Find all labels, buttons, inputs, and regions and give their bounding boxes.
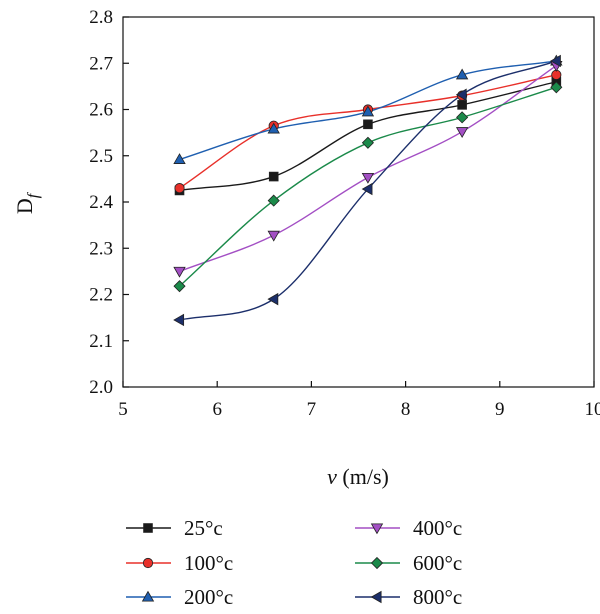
- data-point-s4-3: [456, 111, 469, 124]
- x-tick-label: 10: [585, 399, 600, 420]
- data-point-s0-2: [363, 119, 373, 130]
- y-tick-label: 2.1: [89, 331, 113, 352]
- y-tick-label: 2.0: [89, 377, 113, 398]
- x-tick-label: 6: [212, 399, 222, 420]
- legend-item-4: 600°c: [355, 551, 462, 575]
- legend-item-1: 100°c: [126, 551, 233, 575]
- data-point-s5-3: [455, 88, 467, 101]
- legend-item-0: 25°c: [126, 516, 223, 540]
- data-point-s4-2: [361, 136, 374, 149]
- legend-label: 100°c: [184, 551, 233, 575]
- data-point-s3-1: [267, 230, 280, 242]
- series-line-4: [179, 86, 557, 287]
- x-tick-label: 9: [495, 399, 505, 420]
- legend-label: 200°c: [184, 585, 233, 609]
- y-axis-title-text: Df: [12, 191, 42, 214]
- data-point-s4-1: [267, 194, 280, 207]
- legend-label: 800°c: [413, 585, 462, 609]
- data-point-s3-2: [361, 172, 375, 184]
- y-tick-label: 2.3: [89, 238, 113, 259]
- series-markers: [173, 54, 563, 327]
- y-tick-label: 2.6: [89, 100, 113, 121]
- data-point-s2-2: [361, 105, 375, 117]
- x-axis-title: v (m/s): [327, 464, 389, 489]
- legend-item-3: 400°c: [355, 516, 462, 540]
- data-point-s5-4: [550, 54, 561, 68]
- data-point-s3-0: [173, 266, 186, 278]
- x-tick-label: 8: [401, 399, 411, 420]
- series-line-1: [179, 74, 557, 189]
- axis-ticks: 5 6 7 8 9 10 2.0 2.1 2.2 2.3 2.4 2.5 2.6 2.7 2.8: [89, 7, 600, 420]
- data-point-s2-1: [267, 122, 280, 134]
- x-tick-label: 5: [118, 399, 128, 420]
- data-point-s0-1: [268, 171, 279, 182]
- legend-label: 400°c: [413, 516, 462, 540]
- data-point-s5-2: [361, 182, 373, 196]
- legend-marker: [370, 523, 384, 535]
- plot-area-frame: [122, 16, 595, 388]
- y-tick-label: 2.2: [89, 285, 113, 306]
- data-point-s5-0: [173, 313, 185, 327]
- legend-label: 600°c: [413, 551, 462, 575]
- data-point-s5-1: [267, 292, 279, 306]
- y-tick-label: 2.8: [89, 7, 113, 28]
- legend-marker: [142, 557, 154, 569]
- y-tick-label: 2.7: [89, 53, 113, 74]
- y-tick-label: 2.4: [89, 192, 113, 213]
- data-point-s2-3: [455, 68, 469, 80]
- data-point-s4-0: [173, 280, 186, 293]
- legend-marker: [370, 590, 382, 604]
- legend-label: 25°c: [184, 516, 223, 540]
- legend-marker: [370, 556, 384, 570]
- y-axis-title: Df: [12, 191, 42, 214]
- legend: 25°c 100°c 200°c 400°c 600°c 800°c: [126, 516, 462, 609]
- legend-marker: [141, 590, 155, 602]
- legend-marker: [143, 523, 153, 533]
- data-point-s1-0: [174, 183, 185, 194]
- data-point-s0-3: [457, 100, 467, 110]
- legend-item-5: 800°c: [355, 585, 462, 609]
- x-tick-label: 7: [307, 399, 317, 420]
- y-tick-label: 2.5: [89, 146, 113, 167]
- legend-item-2: 200°c: [126, 585, 233, 609]
- data-point-s4-4: [550, 81, 563, 94]
- data-point-s3-3: [455, 127, 469, 139]
- data-point-s2-0: [173, 153, 186, 164]
